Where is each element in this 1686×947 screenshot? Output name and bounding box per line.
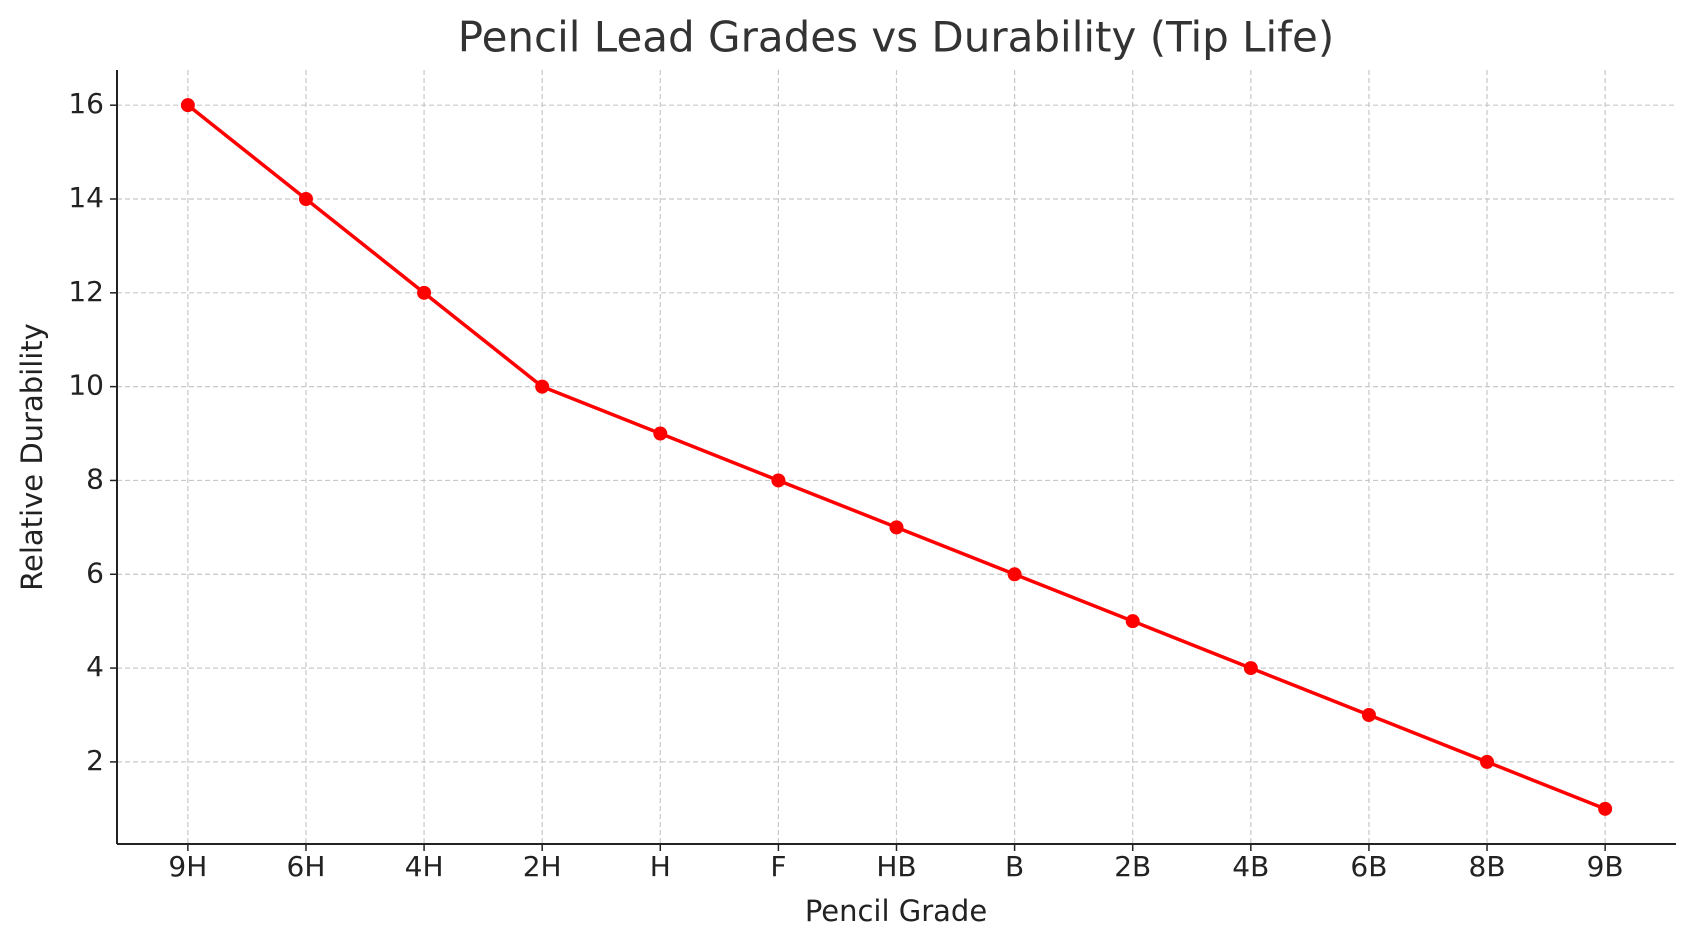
x-tick-label: 4H: [405, 850, 444, 883]
data-point: [1480, 754, 1495, 769]
y-tick-label: 6: [86, 556, 104, 589]
x-tick-label: HB: [876, 850, 916, 883]
x-tick-label: 6B: [1350, 850, 1387, 883]
x-tick-label: 2B: [1114, 850, 1151, 883]
x-tick-label: 9H: [168, 850, 207, 883]
data-point: [1361, 708, 1376, 722]
data-point: [1007, 567, 1022, 582]
data-point: [535, 379, 550, 394]
x-tick-label: B: [1005, 850, 1024, 883]
data-point: [653, 426, 668, 441]
y-tick-label: 4: [86, 650, 104, 683]
data-point: [1125, 614, 1140, 629]
x-tick-label: 4B: [1232, 850, 1269, 883]
y-tick-label: 2: [86, 744, 104, 777]
data-point: [771, 473, 786, 488]
y-tick-label: 8: [86, 462, 104, 495]
y-axis-label: Relative Durability: [15, 323, 49, 591]
x-tick-label: 2H: [523, 850, 562, 883]
data-point: [180, 98, 195, 113]
data-point: [1243, 661, 1258, 676]
x-tick-label: 6H: [287, 850, 326, 883]
y-tick-label: 14: [68, 181, 104, 214]
data-point: [298, 192, 313, 206]
x-tick-label: H: [650, 850, 671, 883]
chart-title: Pencil Lead Grades vs Durability (Tip Li…: [458, 13, 1335, 62]
y-tick-label: 16: [68, 87, 104, 120]
x-axis-label: Pencil Grade: [805, 894, 987, 928]
data-point: [417, 285, 432, 300]
x-tick-label: 8B: [1469, 850, 1506, 883]
x-tick-label: F: [770, 850, 786, 883]
y-tick-label: 10: [68, 369, 104, 402]
data-point: [1598, 801, 1613, 816]
x-tick-label: 9B: [1587, 850, 1624, 883]
data-point: [889, 520, 904, 535]
y-tick-label: 12: [68, 275, 104, 308]
